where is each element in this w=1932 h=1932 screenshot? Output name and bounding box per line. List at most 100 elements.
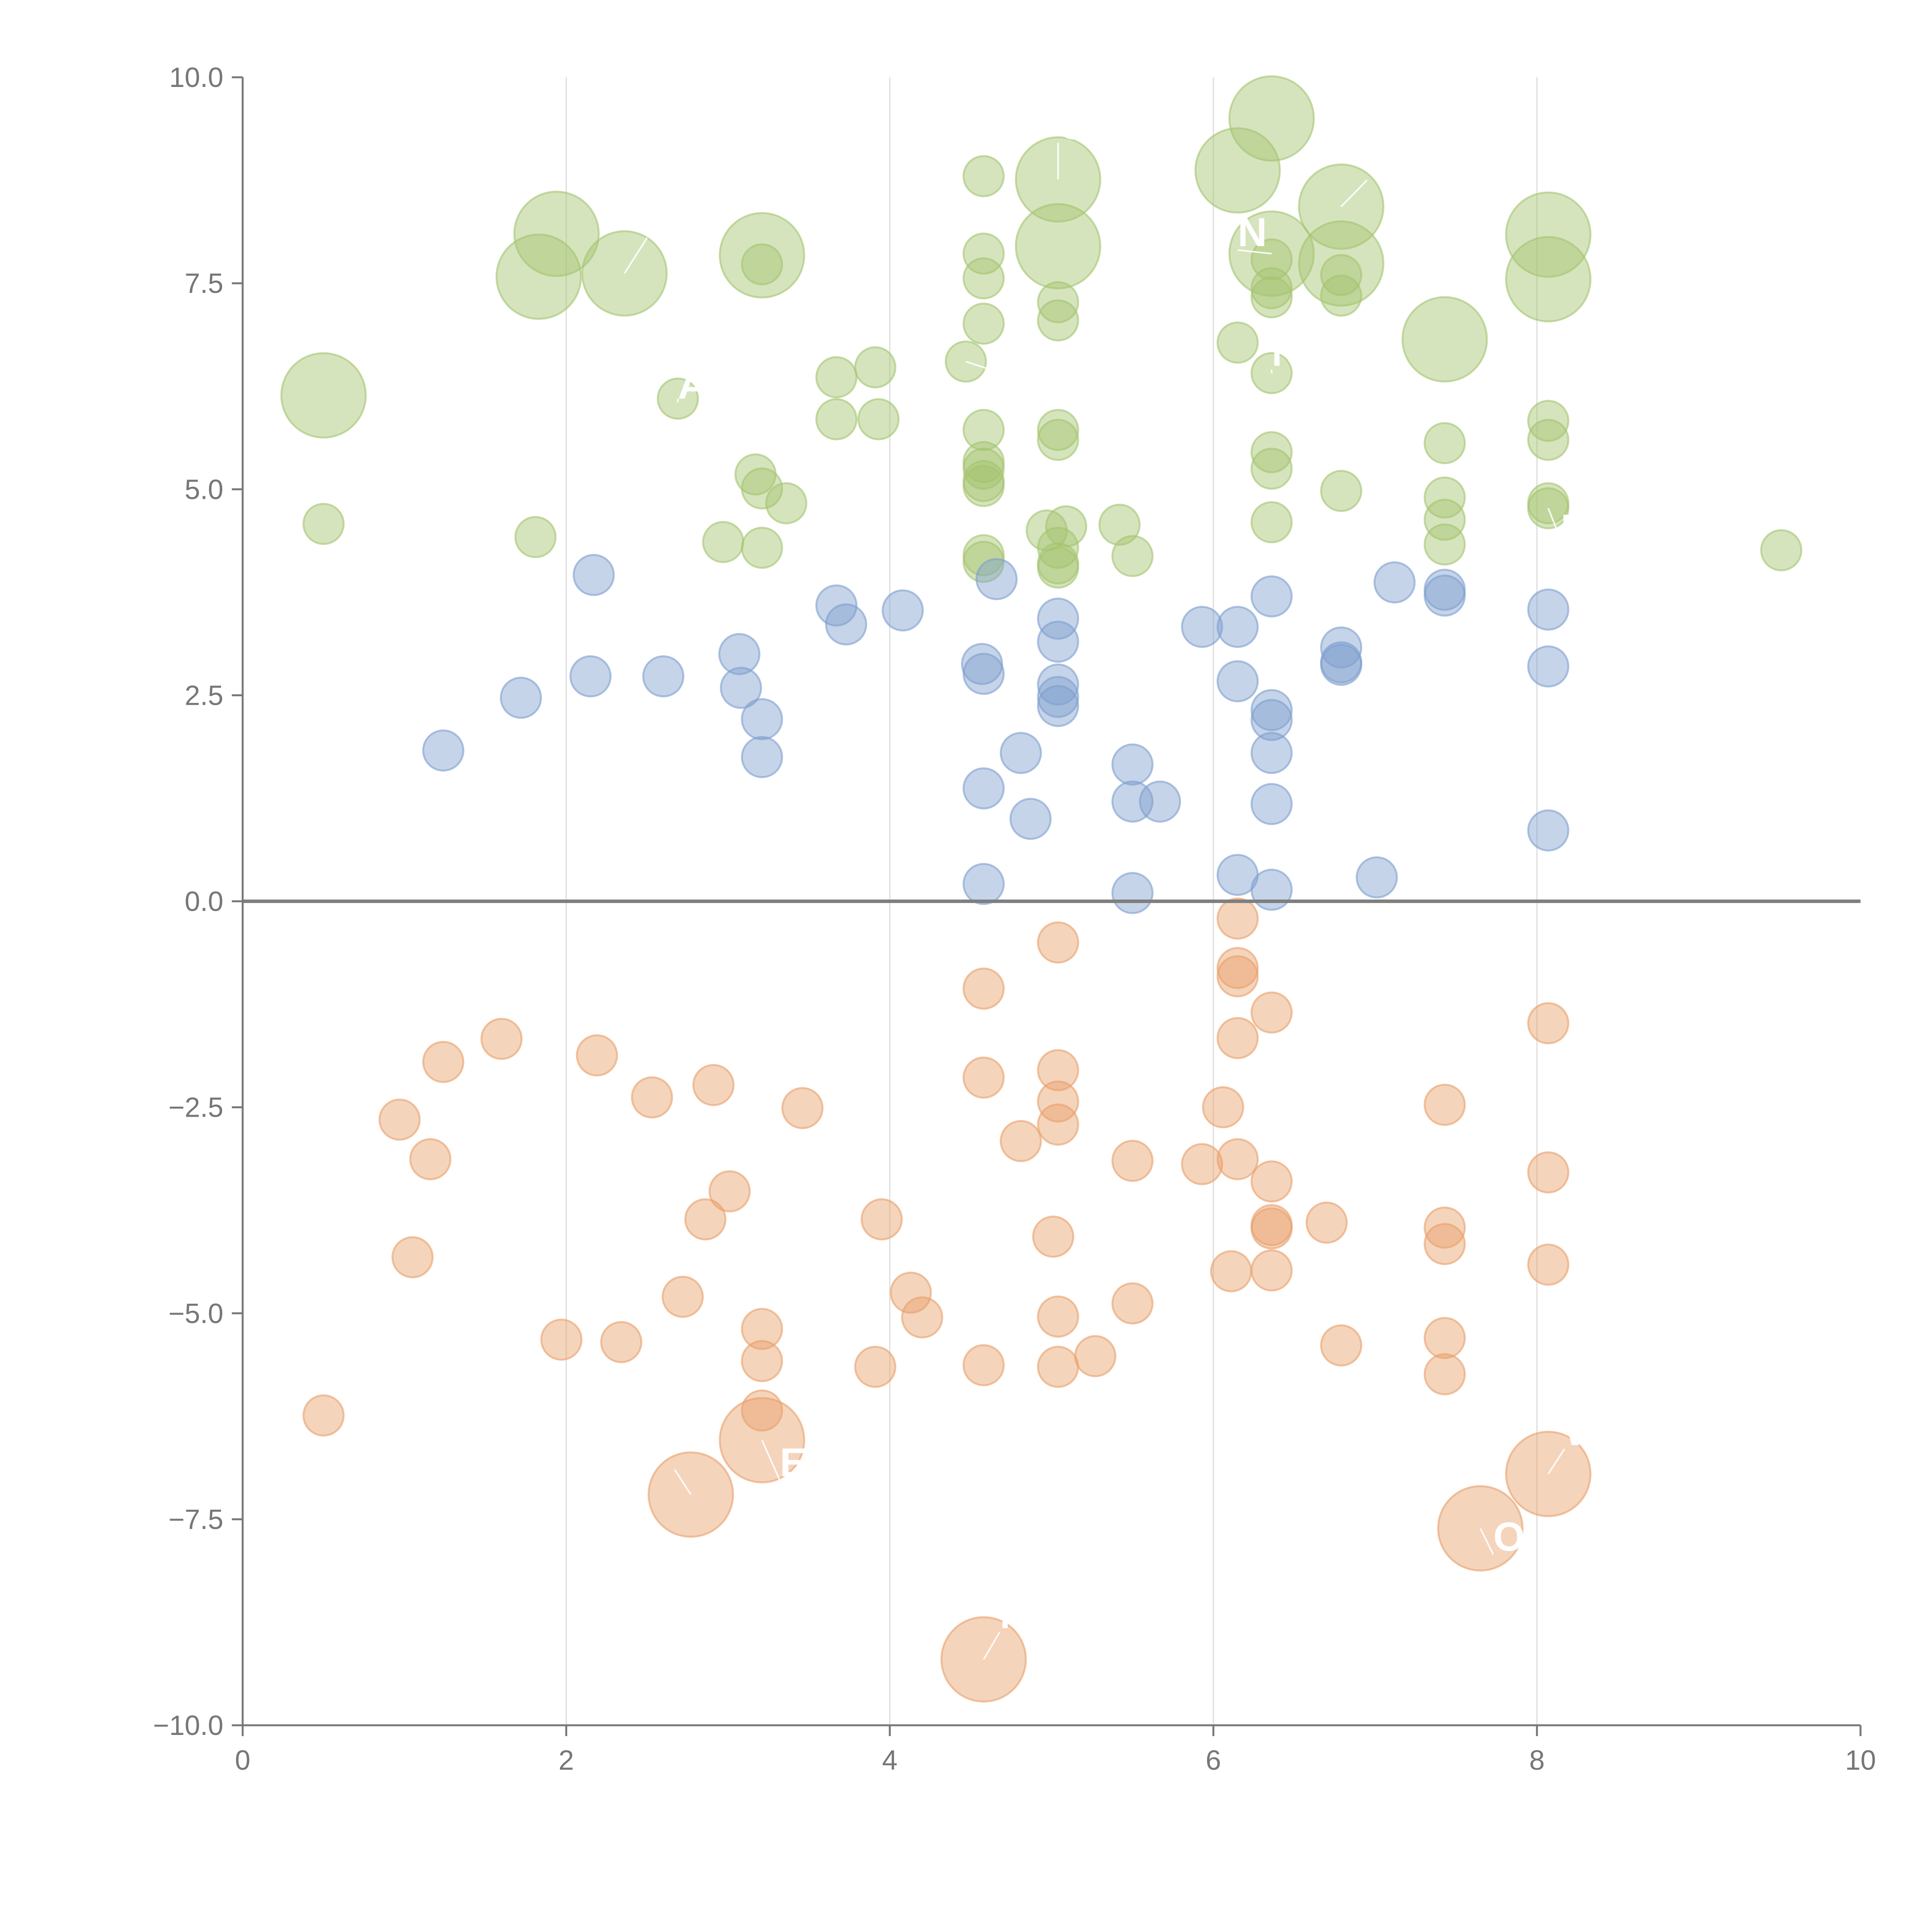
- green-point: [963, 409, 1005, 451]
- orange-point: [1074, 1335, 1117, 1378]
- blue-point: [1037, 663, 1079, 706]
- blue-point: [720, 667, 762, 709]
- annotation-label: ´: [675, 1429, 688, 1475]
- green-point: [1423, 498, 1466, 541]
- green-point: [1037, 281, 1079, 323]
- blue-point: [963, 767, 1005, 810]
- orange-point: [422, 1041, 464, 1083]
- green-point: [1250, 431, 1293, 473]
- orange-point: [889, 1271, 932, 1314]
- blue-point: [1250, 699, 1293, 741]
- green-point: [1250, 276, 1293, 318]
- y-tick-label: 5.0: [185, 474, 223, 505]
- green-point: [963, 447, 1005, 490]
- green-point: [1250, 501, 1293, 544]
- green-point: [815, 356, 858, 398]
- orange-point: [1527, 1151, 1570, 1194]
- blue-point: [741, 698, 783, 740]
- green-point: [1298, 220, 1384, 307]
- annotation-leader: [1340, 179, 1368, 207]
- orange-point: [1111, 1282, 1154, 1325]
- green-point: [1037, 299, 1079, 342]
- orange-point: [1037, 1049, 1079, 1092]
- orange-point: [1423, 1353, 1466, 1396]
- orange-point: [861, 1198, 903, 1241]
- orange-point: [1423, 1083, 1466, 1126]
- annotation-label: A: [678, 362, 707, 408]
- green-point: [963, 465, 1005, 507]
- green-point: [765, 482, 808, 525]
- annotation-label: S: [1367, 140, 1394, 185]
- orange-point: [963, 1056, 1005, 1099]
- orange-point: [963, 1344, 1005, 1386]
- blue-point: [500, 677, 542, 719]
- blue-point: [1250, 869, 1293, 911]
- orange-point: [1527, 1243, 1570, 1286]
- green-point: [854, 346, 896, 389]
- blue-point: [1037, 621, 1079, 663]
- green-point: [963, 541, 1005, 583]
- y-tick-label: 0.0: [185, 886, 223, 917]
- annotation-layer: Wh A Ch G N N S P E N W O ´: [624, 103, 1603, 1660]
- annotation-label: Wh: [647, 197, 710, 243]
- orange-point: [1423, 1223, 1466, 1265]
- blue-point: [1216, 660, 1259, 702]
- green-point: [963, 303, 1005, 345]
- blue-point: [1009, 798, 1052, 840]
- orange-point: [1423, 1317, 1466, 1359]
- blue-point: [1037, 597, 1079, 640]
- orange-point: [1320, 1324, 1362, 1367]
- blue-point: [825, 603, 867, 646]
- orange-point: [708, 1170, 751, 1213]
- green-point: [1216, 321, 1259, 364]
- orange-point: [1250, 1249, 1293, 1292]
- orange-point: [409, 1138, 452, 1180]
- orange-point: [540, 1318, 583, 1361]
- annotation-leader: [1548, 1448, 1565, 1475]
- blue-point: [1037, 685, 1079, 727]
- blue-point: [881, 589, 924, 632]
- series-orange: [302, 897, 1592, 1703]
- orange-point: [662, 1276, 704, 1318]
- blue-point: [975, 558, 1018, 600]
- orange-point: [1000, 1120, 1042, 1162]
- blue-point: [1037, 676, 1079, 718]
- series-blue: [422, 554, 1570, 914]
- green-point: [1527, 418, 1570, 461]
- blue-point: [573, 554, 615, 596]
- blue-point: [1527, 809, 1570, 852]
- green-point: [963, 257, 1005, 299]
- annotation-leader: [1237, 249, 1272, 255]
- orange-point: [854, 1345, 896, 1388]
- blue-point: [1250, 689, 1293, 731]
- x-tick-label: 0: [235, 1745, 250, 1776]
- orange-point: [1037, 921, 1079, 964]
- annotation-leader: [624, 237, 648, 274]
- green-point: [1423, 422, 1466, 464]
- y-tick-label: −2.5: [168, 1092, 223, 1123]
- orange-point: [901, 1296, 944, 1338]
- blue-point: [1320, 643, 1362, 686]
- green-point: [1250, 238, 1293, 281]
- blue-point: [1250, 732, 1293, 774]
- annotation-label: E: [780, 1440, 807, 1485]
- green-point: [1423, 523, 1466, 566]
- orange-point: [1037, 1295, 1079, 1338]
- x-tick-label: 4: [882, 1745, 898, 1776]
- blue-point: [963, 653, 1005, 695]
- annotation-leader: [983, 1631, 1001, 1660]
- orange-point: [741, 1389, 783, 1432]
- green-point: [1045, 505, 1087, 548]
- orange-point: [741, 1340, 783, 1382]
- green-point: [702, 521, 745, 563]
- green-point: [1228, 75, 1315, 162]
- orange-point: [963, 968, 1005, 1010]
- green-point: [1250, 267, 1293, 310]
- points-layer: [280, 75, 1803, 1703]
- orange-point: [600, 1321, 643, 1363]
- y-tick-label: 7.5: [185, 268, 223, 299]
- orange-point: [576, 1034, 618, 1077]
- orange-point: [684, 1198, 726, 1241]
- annotation-label: N: [1272, 329, 1301, 374]
- blue-point: [1250, 783, 1293, 825]
